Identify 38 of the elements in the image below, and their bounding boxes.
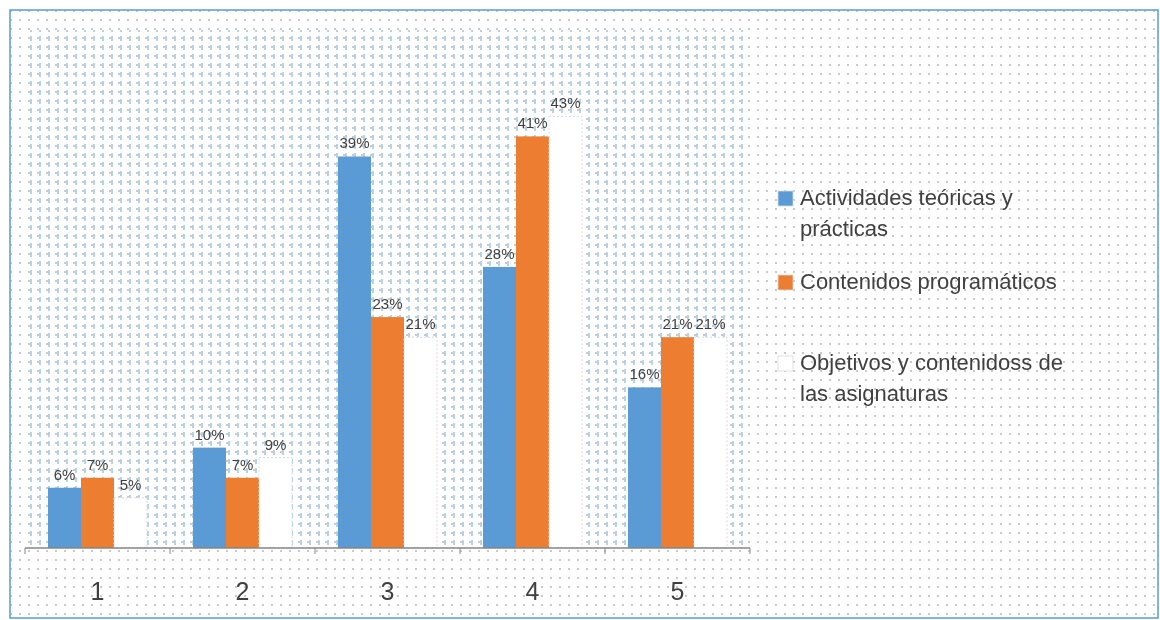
data-label: 9%: [264, 435, 287, 453]
bar: [516, 136, 549, 548]
data-label: 10%: [194, 425, 225, 443]
legend-label: Objetivos y contenidoss de las asignaturas: [800, 350, 1063, 406]
data-label: 6%: [53, 465, 76, 483]
bar: [258, 457, 293, 549]
legend-label: Contenidos programáticos: [800, 269, 1057, 294]
bar: [193, 447, 226, 548]
data-label: 39%: [339, 134, 370, 152]
legend-label: Actividades teóricas y prácticas: [800, 185, 1013, 241]
bar: [693, 336, 728, 549]
data-label: 43%: [550, 94, 581, 112]
data-label: 16%: [629, 365, 660, 383]
bar: [81, 477, 114, 548]
x-tick-label: 1: [90, 577, 105, 605]
data-label: 23%: [372, 295, 403, 313]
bar: [661, 337, 694, 548]
data-label: 7%: [86, 455, 109, 473]
data-label: 28%: [484, 244, 515, 262]
data-label: 21%: [405, 315, 436, 333]
bar: [628, 387, 661, 548]
bar: [371, 317, 404, 548]
bar: [48, 487, 81, 548]
bar: [113, 497, 148, 549]
data-label: 21%: [662, 315, 693, 333]
bar: [403, 336, 438, 549]
bar: [483, 266, 516, 548]
bar: [548, 115, 583, 549]
bar: [338, 156, 371, 548]
x-tick-label: 4: [525, 577, 540, 605]
data-label: 41%: [517, 114, 548, 132]
x-tick-label: 3: [380, 577, 395, 605]
data-label: 5%: [119, 475, 142, 493]
data-label: 7%: [231, 455, 254, 473]
bar: [226, 477, 259, 548]
x-tick-label: 5: [670, 577, 685, 605]
x-tick-label: 2: [235, 577, 250, 605]
data-label: 21%: [695, 315, 726, 333]
